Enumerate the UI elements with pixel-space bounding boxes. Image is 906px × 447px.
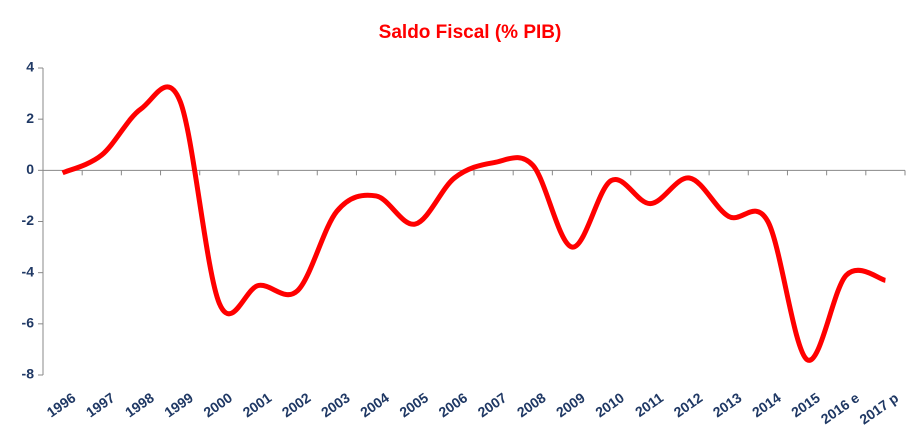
x-tick-label: 2014 bbox=[749, 389, 784, 420]
x-tick-label: 1998 bbox=[122, 389, 157, 420]
x-tick-label: 2012 bbox=[671, 389, 706, 420]
y-tick-label: 2 bbox=[26, 110, 34, 126]
x-tick-label: 1996 bbox=[44, 389, 79, 420]
x-tick-label: 2007 bbox=[475, 389, 510, 420]
x-tick-label: 2005 bbox=[396, 389, 431, 420]
x-tick-label: 2003 bbox=[318, 389, 353, 420]
x-tick-label: 2008 bbox=[514, 389, 549, 420]
x-tick-label: 1999 bbox=[161, 389, 196, 420]
x-tick-label: 2010 bbox=[592, 389, 627, 420]
x-tick-label: 2004 bbox=[357, 389, 392, 420]
x-tick-label: 2009 bbox=[553, 389, 588, 420]
y-tick-label: -4 bbox=[22, 263, 35, 279]
y-tick-label: 0 bbox=[26, 161, 34, 177]
x-tick-label: 1997 bbox=[83, 389, 118, 420]
y-tick-label: -8 bbox=[22, 366, 35, 382]
x-tick-label: 2011 bbox=[632, 389, 666, 420]
x-tick-label: 2017 p bbox=[856, 389, 901, 427]
y-tick-label: 4 bbox=[26, 59, 34, 75]
line bbox=[61, 84, 887, 363]
x-tick-label: 2002 bbox=[279, 389, 314, 420]
x-tick-label: 2016 e bbox=[818, 389, 862, 427]
x-tick-label: 2000 bbox=[200, 389, 235, 420]
y-tick-label: -6 bbox=[22, 315, 35, 331]
x-tick-label: 2006 bbox=[436, 389, 471, 420]
chart-title: Saldo Fiscal (% PIB) bbox=[379, 22, 562, 43]
x-tick-label: 2013 bbox=[710, 389, 745, 420]
y-tick-label: -2 bbox=[22, 212, 35, 228]
x-tick-label: 2001 bbox=[240, 389, 275, 420]
